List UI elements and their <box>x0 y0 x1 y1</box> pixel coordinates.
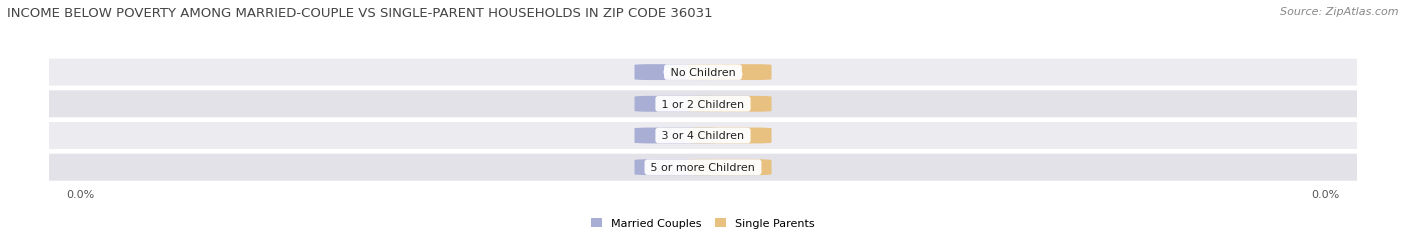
FancyBboxPatch shape <box>688 160 772 175</box>
Text: 0.0%: 0.0% <box>716 162 744 172</box>
FancyBboxPatch shape <box>688 128 772 144</box>
FancyBboxPatch shape <box>688 65 772 81</box>
Text: No Children: No Children <box>666 68 740 78</box>
Text: 0.0%: 0.0% <box>662 68 690 78</box>
Text: 5 or more Children: 5 or more Children <box>647 162 759 172</box>
Text: 0.0%: 0.0% <box>662 131 690 141</box>
FancyBboxPatch shape <box>18 91 1388 118</box>
FancyBboxPatch shape <box>688 97 772 112</box>
FancyBboxPatch shape <box>634 97 718 112</box>
FancyBboxPatch shape <box>634 128 718 144</box>
Text: 0.0%: 0.0% <box>716 131 744 141</box>
FancyBboxPatch shape <box>18 154 1388 181</box>
Text: 0.0%: 0.0% <box>662 99 690 109</box>
FancyBboxPatch shape <box>634 160 718 175</box>
FancyBboxPatch shape <box>18 122 1388 149</box>
Legend: Married Couples, Single Parents: Married Couples, Single Parents <box>592 218 814 228</box>
Text: INCOME BELOW POVERTY AMONG MARRIED-COUPLE VS SINGLE-PARENT HOUSEHOLDS IN ZIP COD: INCOME BELOW POVERTY AMONG MARRIED-COUPL… <box>7 7 713 20</box>
FancyBboxPatch shape <box>634 65 718 81</box>
Text: Source: ZipAtlas.com: Source: ZipAtlas.com <box>1281 7 1399 17</box>
FancyBboxPatch shape <box>18 59 1388 86</box>
Text: 1 or 2 Children: 1 or 2 Children <box>658 99 748 109</box>
Text: 0.0%: 0.0% <box>716 68 744 78</box>
Text: 0.0%: 0.0% <box>662 162 690 172</box>
Text: 3 or 4 Children: 3 or 4 Children <box>658 131 748 141</box>
Text: 0.0%: 0.0% <box>716 99 744 109</box>
